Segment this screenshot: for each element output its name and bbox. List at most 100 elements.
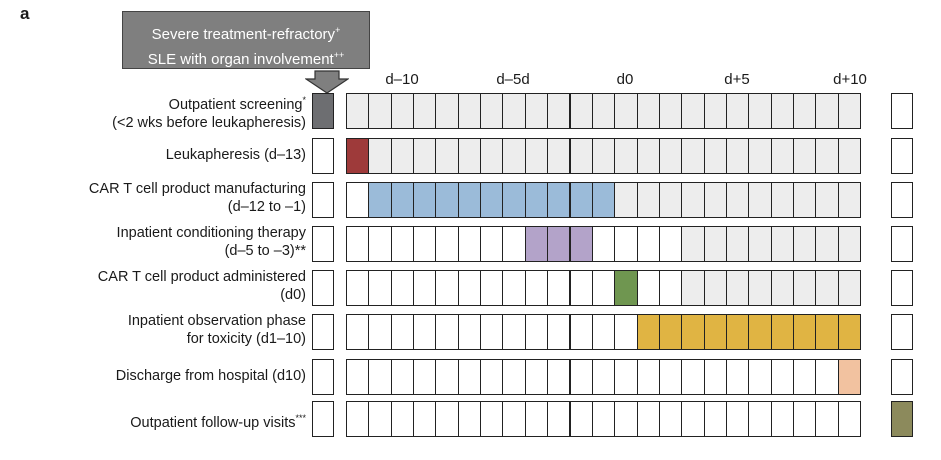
day-cell [413,401,437,437]
day-cell [793,270,817,306]
day-cell [793,182,817,218]
day-cell [547,401,571,437]
day-cell [793,401,817,437]
day-cell [569,93,593,129]
day-cell [413,182,437,218]
day-cell [591,359,616,395]
day-cell [703,93,727,129]
day-cell [591,182,616,218]
day-cell [480,93,504,129]
day-cell [368,138,392,174]
day-cell [703,359,727,395]
day-cell [815,359,839,395]
day-cell [815,314,839,350]
day-cell [614,359,638,395]
day-cell [502,182,526,218]
day-cell [502,270,526,306]
followup-slot-conditioning [891,226,913,262]
day-cell [636,401,660,437]
day-label-plus-5: d+5 [724,71,750,88]
row-label-line-2: (d–5 to –3)** [224,243,306,259]
day-cell [793,93,817,129]
criteria-line-1-mark: + [335,25,341,35]
patient-criteria-box: Severe treatment-refractory+ SLE with or… [122,11,370,69]
day-cell [770,138,794,174]
day-cell [815,270,839,306]
day-cell [748,182,772,218]
day-cell [547,359,571,395]
day-cell [725,93,750,129]
day-cell [346,182,370,218]
day-cell [658,226,683,262]
day-cell [435,270,459,306]
day-cell [793,359,817,395]
day-cell [569,314,593,350]
row-label-line-2: (d–12 to –1) [227,199,306,215]
day-cell [837,270,862,306]
day-cell [614,270,638,306]
day-cell [435,359,459,395]
criteria-line-2: SLE with organ involvement [147,51,334,68]
followup-slot-administered [891,270,913,306]
day-cell [547,314,571,350]
day-cell [636,270,660,306]
row-label-line-1: CAR T cell product manufacturing [88,181,306,197]
day-cell [569,359,593,395]
day-cell [457,138,482,174]
day-cell [658,314,683,350]
day-cell [547,270,571,306]
day-cell [591,138,616,174]
day-cell [815,93,839,129]
day-cell [569,138,593,174]
day-cell [480,226,504,262]
day-label-minus-5: d–5d [496,71,530,88]
day-cell [748,270,772,306]
day-cell [703,270,727,306]
day-cell [770,93,794,129]
day-cell [837,359,862,395]
day-cell [502,314,526,350]
day-cell [413,314,437,350]
day-cell [636,314,660,350]
day-cell [681,314,705,350]
day-cell [725,401,750,437]
screening-slot-manufacturing [312,182,334,218]
day-cell [681,226,705,262]
day-cell [681,401,705,437]
day-cell [480,270,504,306]
row-label-line-1: Inpatient conditioning therapy [116,225,306,241]
day-cell [614,93,638,129]
day-cell [703,401,727,437]
day-cell [837,401,862,437]
day-cell [614,226,638,262]
day-cell [837,138,862,174]
day-cell [368,226,392,262]
day-cell [413,270,437,306]
day-cell [457,93,482,129]
row-label-line-1: Leukapheresis (d–13) [165,147,306,163]
row-label-line-1: Discharge from hospital (d10) [115,368,306,384]
day-cell [547,182,571,218]
day-cell [658,359,683,395]
row-label-observation: Inpatient observation phase for toxicity … [0,312,306,348]
day-cell [770,314,794,350]
row-label-line-2: (<2 wks before leukapheresis) [112,114,306,131]
day-cell [502,138,526,174]
day-cell [524,226,549,262]
row-label-conditioning: Inpatient conditioning therapy (d–5 to –3… [0,224,306,260]
day-cell [435,401,459,437]
day-cell [368,182,392,218]
day-cell [480,314,504,350]
day-cell [435,182,459,218]
day-cell [793,138,817,174]
day-cell [390,93,415,129]
day-cell [480,182,504,218]
day-cell [390,314,415,350]
row-label-line-1: Outpatient screening [168,96,303,113]
day-cell [748,314,772,350]
day-cell [636,359,660,395]
day-cell [457,359,482,395]
day-cell [457,270,482,306]
screening-slot-leukapheresis [312,138,334,174]
day-cell [725,182,750,218]
